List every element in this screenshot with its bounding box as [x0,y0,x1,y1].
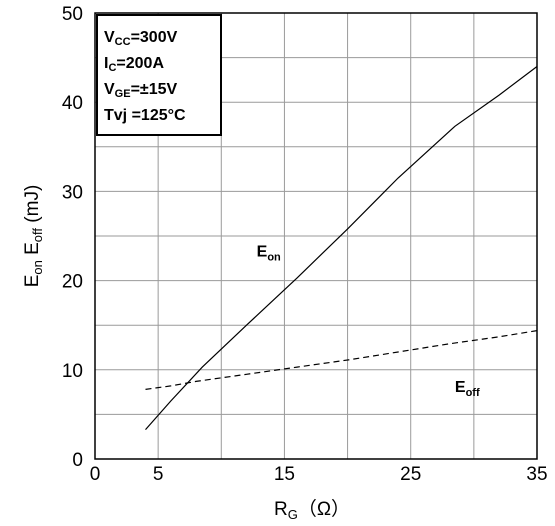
condition-line: VCC=300V [104,29,178,48]
series-line-eoff [145,330,538,390]
y-tick-label: 30 [62,182,83,203]
x-axis-title: RG（Ω） [274,498,350,522]
axis-titles: RG（Ω） Eon Eoff (mJ) [22,185,350,522]
plot-frame [94,12,538,460]
series-label-eon: Eon [257,244,281,264]
x-tick-label: 5 [153,464,164,485]
series-labels: Eon Eoff [257,244,480,400]
grid [95,13,537,459]
y-tick-label: 20 [62,272,83,293]
x-tick-label: 35 [526,464,547,485]
series-label-eoff: Eoff [455,379,480,399]
series-line-eon [145,66,538,430]
y-tick-label: 10 [62,361,83,382]
y-axis-title: Eon Eoff (mJ) [22,185,45,288]
y-tick-label: 0 [72,450,83,471]
y-tick-label: 40 [62,93,83,114]
condition-line: VGE=±15V [104,81,178,100]
conditions-box-frame [96,14,222,136]
series-layer [145,66,538,430]
y-tick-label: 50 [62,4,83,25]
condition-line: Tvj =125°C [104,107,186,124]
tick-labels: 0 5 15 25 35 0 10 20 30 40 50 [62,4,548,485]
condition-line: IC=200A [104,55,164,74]
conditions-box: VCC=300V IC=200A VGE=±15V Tvj =125°C [96,14,222,136]
x-tick-label: 25 [400,464,421,485]
x-tick-label: 15 [274,464,295,485]
x-tick-label: 0 [90,464,101,485]
